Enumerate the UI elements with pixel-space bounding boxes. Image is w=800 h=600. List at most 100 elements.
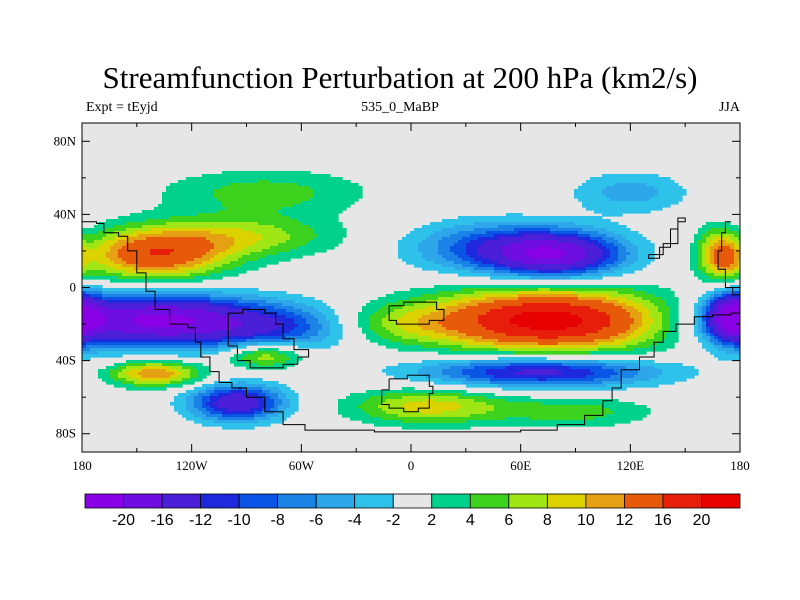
field-cell [210, 174, 215, 178]
field-cell [150, 267, 155, 271]
field-cell [82, 231, 87, 235]
field-cell [546, 222, 551, 226]
field-cell [598, 270, 603, 274]
field-cell [102, 315, 107, 319]
field-cell [214, 249, 219, 253]
field-cell [666, 198, 671, 202]
field-cell [262, 246, 267, 250]
field-cell [610, 255, 615, 259]
field-cell [162, 261, 167, 265]
field-cell [206, 189, 211, 193]
field-cell [610, 210, 615, 214]
field-cell [290, 210, 295, 214]
field-cell [442, 246, 447, 250]
field-cell [142, 312, 147, 316]
field-cell [602, 231, 607, 235]
field-cell [474, 252, 479, 256]
field-cell [238, 180, 243, 184]
field-cell [82, 294, 87, 298]
field-cell [218, 213, 223, 217]
field-cell [286, 204, 291, 208]
field-cell [134, 288, 139, 292]
field-cell [238, 303, 243, 307]
field-cell [658, 207, 663, 211]
field-cell [214, 267, 219, 271]
field-cell [654, 306, 659, 310]
field-cell [226, 255, 231, 259]
field-cell [566, 267, 571, 271]
field-cell [530, 285, 535, 289]
field-cell [194, 297, 199, 301]
field-cell [574, 273, 579, 277]
field-cell [334, 177, 339, 181]
field-cell [234, 309, 239, 313]
field-cell [642, 183, 647, 187]
field-cell [230, 273, 235, 277]
field-cell [214, 312, 219, 316]
field-cell [218, 222, 223, 226]
field-cell [178, 252, 183, 256]
field-cell [330, 177, 335, 181]
field-cell [594, 180, 599, 184]
field-cell [270, 315, 275, 319]
field-cell [186, 183, 191, 187]
field-cell [250, 252, 255, 256]
field-cell [186, 234, 191, 238]
field-cell [234, 240, 239, 244]
field-cell [594, 183, 599, 187]
field-cell [722, 222, 727, 226]
field-cell [722, 294, 727, 298]
field-cell [710, 306, 715, 310]
field-cell [150, 249, 155, 253]
field-cell [546, 264, 551, 268]
field-cell [478, 216, 483, 220]
field-cell [278, 234, 283, 238]
field-cell [606, 288, 611, 292]
field-cell [722, 255, 727, 259]
field-cell [554, 237, 559, 241]
field-cell [174, 261, 179, 265]
field-cell [186, 309, 191, 313]
field-cell [418, 243, 423, 247]
field-cell [302, 306, 307, 310]
field-cell [546, 225, 551, 229]
field-cell [490, 267, 495, 271]
field-cell [462, 255, 467, 259]
field-cell [578, 231, 583, 235]
field-cell [698, 243, 703, 247]
field-cell [530, 216, 535, 220]
field-cell [594, 309, 599, 313]
field-cell [638, 258, 643, 262]
field-cell [414, 303, 419, 307]
field-cell [398, 306, 403, 310]
field-cell [318, 234, 323, 238]
field-cell [306, 189, 311, 193]
field-cell [694, 261, 699, 265]
field-cell [318, 300, 323, 304]
field-cell [734, 243, 739, 247]
field-cell [282, 258, 287, 262]
field-cell [230, 189, 235, 193]
field-cell [658, 294, 663, 298]
field-cell [114, 273, 119, 277]
field-cell [658, 288, 663, 292]
field-cell [190, 306, 195, 310]
field-cell [178, 264, 183, 268]
field-cell [698, 261, 703, 265]
field-cell [254, 303, 259, 307]
field-cell [722, 300, 727, 304]
field-cell [330, 213, 335, 217]
field-cell [618, 300, 623, 304]
field-cell [558, 222, 563, 226]
field-cell [278, 192, 283, 196]
field-cell [286, 192, 291, 196]
field-cell [118, 249, 123, 253]
field-cell [698, 303, 703, 307]
field-cell [554, 246, 559, 250]
field-cell [718, 276, 723, 280]
field-cell [402, 255, 407, 259]
field-cell [606, 270, 611, 274]
field-cell [274, 225, 279, 229]
field-cell [486, 246, 491, 250]
field-cell [102, 288, 107, 292]
